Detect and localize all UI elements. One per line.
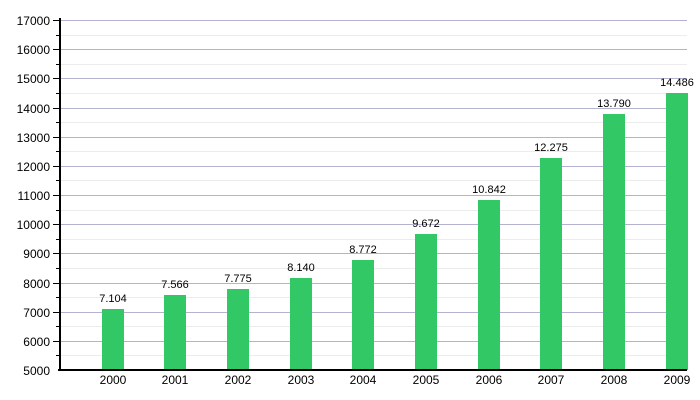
y-tick-label: 8000 bbox=[23, 277, 50, 291]
y-gridline-major bbox=[60, 166, 687, 167]
y-tick-label: 13000 bbox=[16, 131, 50, 145]
bar-value-label: 9.672 bbox=[412, 218, 440, 230]
y-minor-tick bbox=[56, 151, 60, 152]
y-gridline-minor bbox=[60, 210, 687, 211]
y-minor-tick bbox=[56, 35, 60, 36]
y-tick-label: 12000 bbox=[16, 160, 50, 174]
x-tick-label: 2007 bbox=[537, 373, 565, 387]
bar-value-label: 8.772 bbox=[349, 244, 377, 256]
y-tick-label: 6000 bbox=[23, 335, 50, 349]
bar bbox=[666, 93, 688, 370]
y-gridline-minor bbox=[60, 35, 687, 36]
y-major-tick bbox=[53, 224, 60, 225]
bar-value-label: 10.842 bbox=[472, 184, 506, 196]
y-gridline-minor bbox=[60, 151, 687, 152]
y-minor-tick bbox=[56, 326, 60, 327]
x-tick-label: 2008 bbox=[600, 373, 628, 387]
bar bbox=[415, 234, 437, 370]
y-major-tick bbox=[53, 108, 60, 109]
y-gridline-major bbox=[60, 49, 687, 50]
y-tick-label: 5000 bbox=[23, 364, 50, 378]
bar bbox=[164, 295, 186, 370]
y-minor-tick bbox=[56, 268, 60, 269]
y-gridline-minor bbox=[60, 239, 687, 240]
bar bbox=[227, 289, 249, 370]
y-gridline-major bbox=[60, 253, 687, 254]
bar-value-label: 7.566 bbox=[161, 279, 189, 291]
bar bbox=[102, 309, 124, 370]
y-gridline-minor bbox=[60, 180, 687, 181]
x-tick-label: 2001 bbox=[161, 373, 189, 387]
x-tick-label: 2003 bbox=[287, 373, 315, 387]
y-gridline-major bbox=[60, 137, 687, 138]
y-major-tick bbox=[53, 137, 60, 138]
y-major-tick bbox=[53, 312, 60, 313]
bar-value-label: 7.775 bbox=[224, 273, 252, 285]
y-minor-tick bbox=[56, 210, 60, 211]
y-major-tick bbox=[53, 283, 60, 284]
y-tick-label: 9000 bbox=[23, 247, 50, 261]
y-tick-label: 17000 bbox=[16, 14, 50, 28]
y-gridline-minor bbox=[60, 122, 687, 123]
x-axis-line bbox=[58, 369, 687, 371]
y-tick-label: 16000 bbox=[16, 43, 50, 57]
bar-value-label: 8.140 bbox=[287, 262, 315, 274]
y-tick-label: 14000 bbox=[16, 102, 50, 116]
y-gridline-minor bbox=[60, 93, 687, 94]
y-major-tick bbox=[53, 78, 60, 79]
y-tick-label: 10000 bbox=[16, 218, 50, 232]
y-gridline-major bbox=[60, 20, 687, 21]
y-gridline-major bbox=[60, 78, 687, 79]
bar-value-label: 14.486 bbox=[660, 77, 694, 89]
bar bbox=[352, 260, 374, 370]
y-minor-tick bbox=[56, 297, 60, 298]
y-tick-label: 15000 bbox=[16, 72, 50, 86]
x-tick-label: 2009 bbox=[663, 373, 691, 387]
y-major-tick bbox=[53, 253, 60, 254]
y-minor-tick bbox=[56, 64, 60, 65]
bar bbox=[478, 200, 500, 370]
bar bbox=[603, 114, 625, 370]
y-major-tick bbox=[53, 341, 60, 342]
y-major-tick bbox=[53, 166, 60, 167]
bar-value-label: 12.275 bbox=[534, 142, 568, 154]
y-axis-line bbox=[59, 18, 61, 370]
y-minor-tick bbox=[56, 93, 60, 94]
y-major-tick bbox=[53, 20, 60, 21]
y-minor-tick bbox=[56, 355, 60, 356]
y-minor-tick bbox=[56, 239, 60, 240]
bar bbox=[290, 278, 312, 370]
y-minor-tick bbox=[56, 180, 60, 181]
x-tick-label: 2000 bbox=[99, 373, 127, 387]
x-tick-label: 2006 bbox=[475, 373, 503, 387]
y-gridline-major bbox=[60, 108, 687, 109]
y-gridline-major bbox=[60, 224, 687, 225]
y-tick-label: 7000 bbox=[23, 306, 50, 320]
x-tick-label: 2002 bbox=[224, 373, 252, 387]
x-tick-label: 2005 bbox=[412, 373, 440, 387]
x-tick-label: 2004 bbox=[349, 373, 377, 387]
y-gridline-minor bbox=[60, 64, 687, 65]
y-minor-tick bbox=[56, 122, 60, 123]
y-gridline-major bbox=[60, 195, 687, 196]
y-major-tick bbox=[53, 195, 60, 196]
y-tick-label: 11000 bbox=[17, 189, 50, 203]
bar-value-label: 13.790 bbox=[597, 98, 631, 110]
bar bbox=[540, 158, 562, 370]
bar-value-label: 7.104 bbox=[99, 293, 127, 305]
y-major-tick bbox=[53, 49, 60, 50]
